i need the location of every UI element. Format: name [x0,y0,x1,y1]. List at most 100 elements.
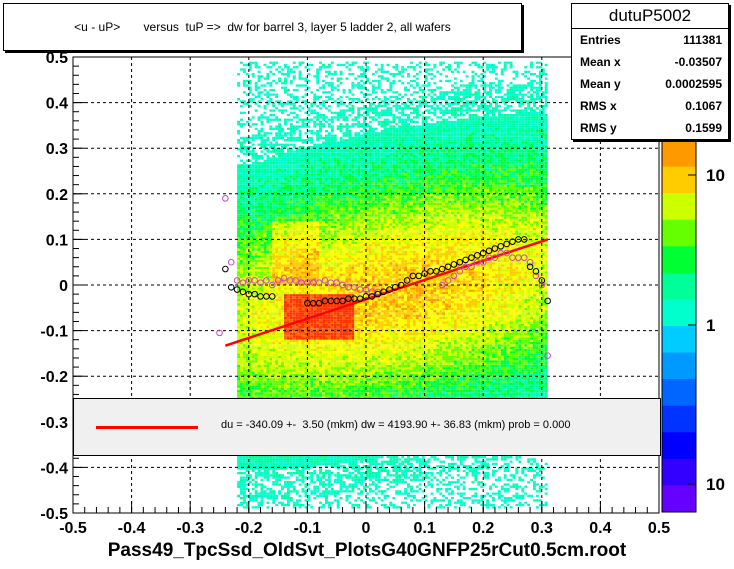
heat-cell [292,278,296,281]
heat-cell [319,200,323,203]
heat-cell [242,373,246,377]
heat-cell [319,383,323,386]
heat-cell [319,506,323,509]
heat-cell [266,239,270,242]
heat-cell [248,184,252,187]
heat-cell [307,289,311,292]
heat-cell [242,205,246,208]
heat-cell [316,485,320,488]
heat-cell [272,289,276,292]
heat-cell [284,494,287,498]
heat-cell [313,145,317,149]
heat-cell [307,494,311,498]
heat-cell [254,458,258,461]
heat-cell [292,102,296,105]
heat-cell [266,303,270,306]
heat-cell [322,346,326,349]
heat-cell [298,198,302,201]
heat-cell [278,360,282,363]
heat-cell [278,380,282,384]
heat-cell [289,289,293,292]
heat-cell [275,346,279,349]
heat-cell [263,387,267,390]
heat-cell [322,321,326,324]
heat-cell [322,380,326,384]
heat-cell [298,130,302,133]
heat-cell [289,369,293,372]
heat-cell [310,360,314,363]
heat-cell [292,360,296,363]
heat-cell [319,478,323,482]
heat-cell [266,355,270,358]
heat-cell [257,291,261,295]
heat-cell [275,180,279,183]
heat-cell [269,196,273,199]
heat-cell [284,102,287,105]
heat-cell [284,287,287,290]
heat-cell [275,291,279,295]
heat-cell [269,316,273,320]
heat-cell [295,100,299,103]
heat-cell [260,291,264,295]
heat-cell [242,305,246,308]
heat-cell [272,109,276,112]
heat-cell [248,187,252,190]
heat-cell [304,225,308,228]
heat-cell [263,269,267,272]
heat-cell [298,104,302,108]
heat-cell [251,207,255,210]
heat-cell [245,330,249,333]
heat-cell [281,205,284,208]
heat-cell [289,296,293,299]
heat-cell [272,148,276,151]
heat-cell [242,362,246,365]
heat-cell [310,506,314,509]
heat-cell [313,143,317,146]
heat-cell [298,166,302,169]
heat-cell [295,330,299,333]
heat-cell [248,145,252,149]
heat-cell [254,285,258,288]
heat-cell [304,234,308,238]
heat-cell [254,307,258,311]
heat-cell [257,353,261,356]
heat-cell [266,171,270,174]
heat-cell [278,205,282,208]
heat-cell [275,228,279,231]
heat-cell [275,262,279,265]
heat-cell [319,212,323,215]
heat-cell [298,387,302,390]
heat-cell [272,184,276,187]
heat-cell [237,262,241,265]
heat-cell [319,257,323,260]
heat-cell [322,205,326,208]
heat-cell [307,109,311,112]
heat-cell [301,198,305,201]
heat-cell [257,250,261,254]
heat-cell [284,371,287,374]
heat-cell [251,307,255,311]
heat-cell [251,269,255,272]
heat-cell [242,287,246,290]
heat-cell [278,490,282,493]
heat-cell [316,291,320,295]
heat-cell [310,353,314,356]
heat-cell [286,205,290,208]
heat-cell [322,330,326,333]
heat-cell [269,373,273,377]
heat-cell [304,150,308,153]
heat-cell [242,358,246,361]
heat-cell [248,392,252,395]
heat-cell [245,221,249,224]
heat-cell [281,458,284,461]
heat-cell [248,383,252,386]
heat-cell [257,339,261,342]
heat-cell [242,91,246,94]
heat-cell [251,182,255,185]
heat-cell [281,289,284,292]
heat-cell [286,481,290,484]
heat-cell [307,462,311,466]
heat-cell [301,323,305,327]
heat-cell [304,216,308,219]
heat-cell [316,362,320,365]
